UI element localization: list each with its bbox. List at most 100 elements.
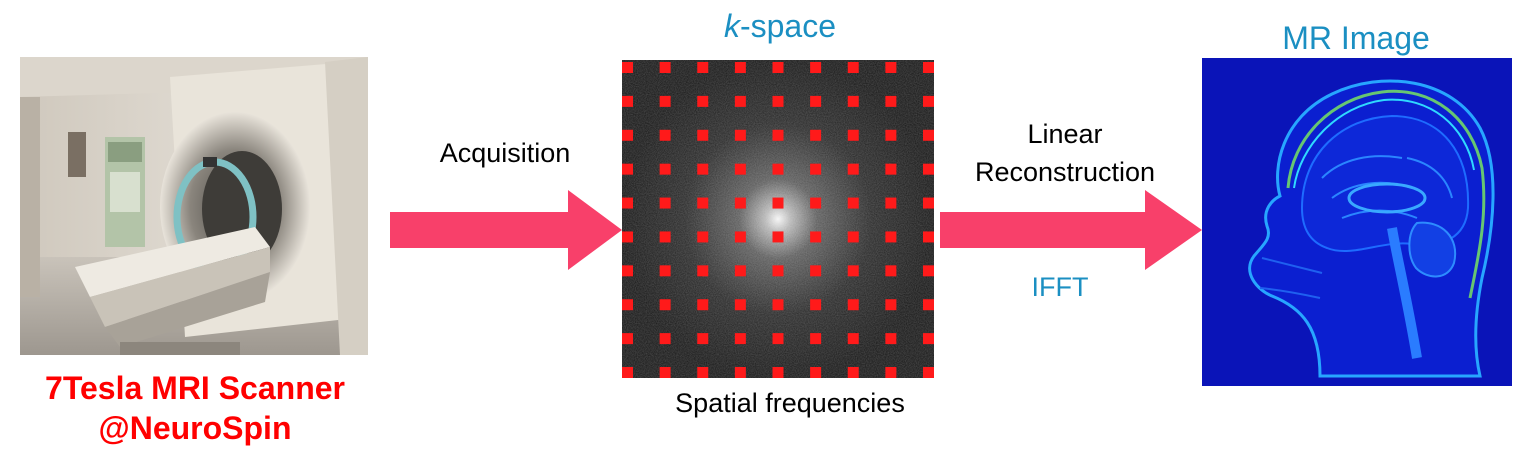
kspace-sample-point bbox=[847, 129, 859, 141]
kspace-sample-point bbox=[697, 129, 709, 141]
kspace-sample-point bbox=[734, 333, 746, 345]
kspace-sample-point bbox=[659, 62, 671, 73]
kspace-sample-point bbox=[734, 299, 746, 311]
kspace-sample-point bbox=[923, 129, 934, 141]
ifft-label: IFFT bbox=[1031, 272, 1089, 302]
kspace-sample-point bbox=[847, 95, 859, 107]
scanner-caption-line1: 7Tesla MRI Scanner bbox=[45, 370, 345, 406]
kspace-sample-point bbox=[923, 163, 934, 175]
kspace-sample-point bbox=[734, 62, 746, 73]
kspace-sample-point bbox=[847, 333, 859, 345]
kspace-sample-point bbox=[847, 265, 859, 277]
reconstruction-label-line1: Linear bbox=[1027, 119, 1103, 149]
kspace-sample-point bbox=[734, 265, 746, 277]
kspace-sample-point bbox=[847, 197, 859, 209]
kspace-sample-point bbox=[885, 95, 897, 107]
kspace-sample-point bbox=[847, 367, 859, 378]
kspace-sample-point bbox=[885, 299, 897, 311]
kspace-sample-point bbox=[885, 62, 897, 73]
kspace-sample-point bbox=[810, 333, 822, 345]
kspace-title-suffix: -space bbox=[739, 8, 837, 44]
kspace-sample-point bbox=[772, 265, 784, 277]
kspace-sample-point bbox=[772, 299, 784, 311]
kspace-sample-point bbox=[847, 299, 859, 311]
kspace-sample-point bbox=[659, 163, 671, 175]
kspace-sample-point bbox=[885, 367, 897, 378]
kspace-sample-point bbox=[622, 231, 633, 243]
kspace-sample-point bbox=[772, 367, 784, 378]
kspace-sample-point bbox=[923, 231, 934, 243]
kspace-sample-point bbox=[622, 197, 633, 209]
kspace-sample-grid bbox=[622, 62, 934, 378]
kspace-sample-point bbox=[810, 62, 822, 73]
kspace-sample-point bbox=[734, 197, 746, 209]
kspace-sample-point bbox=[923, 367, 934, 378]
kspace-sample-point bbox=[885, 129, 897, 141]
kspace-sample-point bbox=[622, 95, 633, 107]
mr-image-title: MR Image bbox=[1282, 20, 1430, 56]
mri-scanner-photo bbox=[20, 57, 368, 355]
kspace-sample-point bbox=[847, 231, 859, 243]
kspace-sample-point bbox=[923, 95, 934, 107]
kspace-sample-point bbox=[622, 163, 633, 175]
kspace-sample-point bbox=[885, 197, 897, 209]
kspace-sample-point bbox=[772, 95, 784, 107]
kspace-sample-point bbox=[885, 163, 897, 175]
kspace-sample-point bbox=[734, 367, 746, 378]
scanner-caption: 7Tesla MRI Scanner @NeuroSpin bbox=[10, 368, 380, 448]
kspace-sample-point bbox=[772, 333, 784, 345]
kspace-sample-point bbox=[622, 265, 633, 277]
kspace-sample-point bbox=[772, 62, 784, 73]
kspace-sample-point bbox=[847, 62, 859, 73]
kspace-sample-point bbox=[659, 197, 671, 209]
kspace-sample-point bbox=[772, 163, 784, 175]
kspace-sample-point bbox=[734, 163, 746, 175]
kspace-sample-point bbox=[659, 265, 671, 277]
kspace-sample-point bbox=[923, 265, 934, 277]
kspace-sample-point bbox=[810, 129, 822, 141]
reconstruction-arrow bbox=[940, 190, 1205, 275]
kspace-sample-point bbox=[810, 231, 822, 243]
kspace-sample-point bbox=[772, 231, 784, 243]
kspace-sample-point bbox=[885, 231, 897, 243]
kspace-sample-point bbox=[697, 95, 709, 107]
kspace-sample-point bbox=[772, 129, 784, 141]
kspace-sample-point bbox=[697, 62, 709, 73]
kspace-sample-point bbox=[810, 299, 822, 311]
scanner-caption-line2: @NeuroSpin bbox=[98, 410, 292, 446]
kspace-sample-point bbox=[810, 163, 822, 175]
kspace-sample-point bbox=[697, 333, 709, 345]
kspace-sample-point bbox=[734, 95, 746, 107]
kspace-sample-point bbox=[622, 333, 633, 345]
kspace-sample-point bbox=[659, 299, 671, 311]
kspace-sample-point bbox=[697, 265, 709, 277]
kspace-sample-point bbox=[734, 231, 746, 243]
kspace-sample-point bbox=[772, 197, 784, 209]
reconstruction-label: Linear Reconstruction bbox=[930, 115, 1200, 191]
kspace-sample-point bbox=[885, 333, 897, 345]
kspace-sample-point bbox=[734, 129, 746, 141]
kspace-sample-point bbox=[923, 333, 934, 345]
kspace-sample-point bbox=[885, 265, 897, 277]
kspace-sample-point bbox=[622, 367, 633, 378]
kspace-sample-point bbox=[810, 265, 822, 277]
kspace-sample-point bbox=[923, 62, 934, 73]
kspace-sample-point bbox=[659, 333, 671, 345]
kspace-sample-point bbox=[622, 129, 633, 141]
kspace-caption: Spatial frequencies bbox=[675, 388, 905, 418]
kspace-sample-point bbox=[622, 62, 633, 73]
kspace-sample-point bbox=[697, 367, 709, 378]
kspace-sample-point bbox=[697, 163, 709, 175]
mr-image bbox=[1202, 58, 1512, 386]
kspace-sample-point bbox=[923, 197, 934, 209]
kspace-sample-point bbox=[810, 367, 822, 378]
kspace-sample-point bbox=[810, 95, 822, 107]
kspace-sample-point bbox=[810, 197, 822, 209]
kspace-sample-point bbox=[659, 231, 671, 243]
kspace-image bbox=[622, 60, 934, 378]
kspace-sample-point bbox=[923, 299, 934, 311]
kspace-sample-point bbox=[847, 163, 859, 175]
kspace-sample-point bbox=[659, 95, 671, 107]
kspace-title-k: k bbox=[723, 8, 740, 44]
kspace-sample-point bbox=[697, 299, 709, 311]
